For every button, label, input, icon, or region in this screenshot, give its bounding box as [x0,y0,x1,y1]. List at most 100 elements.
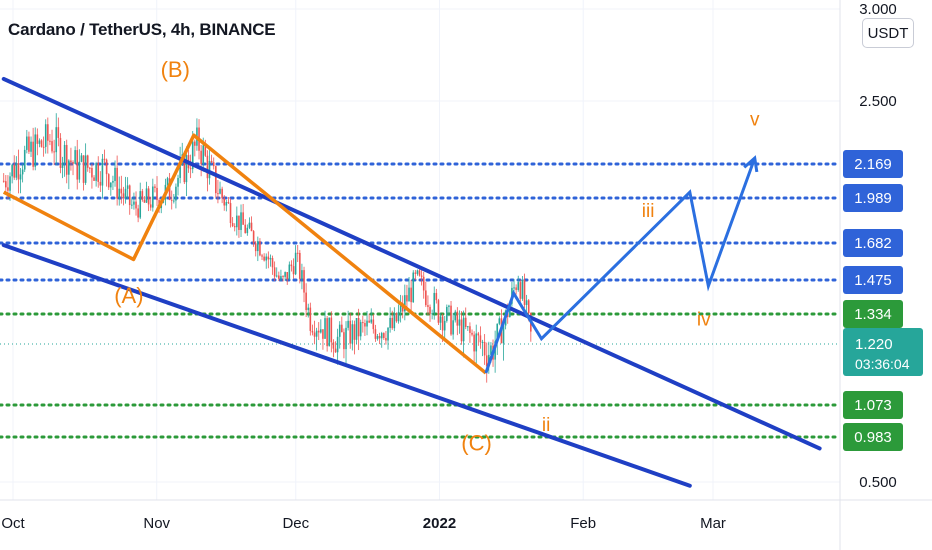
candle-body-118 [250,222,253,232]
candle-body-87 [185,155,188,183]
candle-body-204 [431,313,433,315]
grid [0,0,840,500]
candle-body-43 [93,177,95,181]
projection-label-iv: iv [697,310,711,331]
candle-body-83 [177,177,179,187]
candle-body-135 [286,272,289,280]
candle-body-173 [366,320,368,327]
candle-body-151 [320,329,322,333]
candle-body-4 [11,164,13,177]
candle-body-22 [49,140,51,142]
candle-body-96 [204,145,207,156]
price-tags: 2.169 1.989 1.682 1.475 1.334 1.073 0.983 1.220… [843,150,923,451]
candle-body-144 [305,292,307,311]
candle-body-90 [191,141,194,170]
candle-body-129 [273,267,276,277]
candle-body-13 [30,141,32,152]
wave-projection[interactable] [484,155,759,374]
candle-body-209 [441,316,444,331]
candle-body-112 [238,215,240,230]
candle-body-123 [261,255,263,257]
candle-body-80 [170,199,173,201]
candle-body-167 [353,324,356,340]
projection-label-iii: iii [642,201,655,222]
candle-body-73 [156,187,158,201]
candle-body-60 [128,185,131,206]
candle-body-45 [97,163,100,182]
x-tick-2022: 2022 [423,515,456,532]
candle-body-9 [21,169,24,175]
candle-body-171 [362,322,364,324]
candle-body-149 [315,330,318,337]
candle-body-36 [78,161,81,180]
candle-body-175 [370,319,373,323]
candle-body-128 [271,258,274,268]
candle-body-23 [51,141,53,152]
price-tag-text-1.989: 1.989 [854,190,892,207]
candle-body-215 [454,311,457,321]
candle-body-5 [13,164,16,178]
candle-body-189 [399,303,402,312]
candle-body-224 [473,334,475,352]
candle-body-212 [448,305,450,307]
wave-abc[interactable] [2,133,487,375]
last-price-value: 1.220 [855,336,893,353]
candle-body-102 [217,193,219,195]
candle-body-200 [422,276,425,291]
candle-body-110 [233,226,236,228]
price-tag-text-2.169: 2.169 [854,156,892,173]
candle-body-217 [458,319,461,326]
candle-body-136 [288,264,291,280]
candle-body-220 [464,317,467,327]
candle-body-8 [19,174,22,180]
candle-body-28 [61,162,64,168]
candle-body-94 [200,150,202,164]
candle-body-202 [427,305,429,307]
candle-body-227 [479,335,482,343]
candle-body-52 [112,181,114,183]
candle-body-139 [294,252,297,275]
candle-body-214 [452,320,454,335]
candle-body-184 [389,317,391,328]
candle-body-178 [376,336,379,339]
candle-body-250 [527,300,530,313]
candle-body-156 [330,317,333,343]
chart-title: Cardano / TetherUS, 4h, BINANCE [8,20,276,39]
candle-body-174 [368,320,370,323]
candle-body-157 [332,342,335,349]
candle-body-140 [296,252,299,254]
candle-body-119 [252,231,255,244]
candle-body-114 [242,212,244,225]
candle-body-55 [118,188,121,199]
candle-body-67 [143,199,146,203]
candle-body-37 [80,155,83,162]
candle-body-108 [229,203,232,224]
candle-body-134 [284,272,286,277]
candle-body-166 [351,324,354,344]
candle-body-34 [74,150,76,164]
candle-body-109 [231,223,234,227]
wave-label-C: (C) [461,430,492,455]
candle-body-99 [210,160,213,163]
y-tick-3.000: 3.000 [859,1,897,18]
descending-channel[interactable] [1,76,822,488]
projection-arrowhead [743,155,759,173]
candle-body-132 [280,276,282,279]
currency-unit-button[interactable]: USDT [862,18,914,48]
candle-body-168 [355,318,358,340]
candle-body-95 [202,145,205,164]
candle-body-97 [206,155,209,179]
candle-body-152 [322,329,324,339]
channel-line-upper [1,76,822,451]
candle-body-225 [475,333,478,352]
candle-body-195 [412,272,415,303]
candle-body-62 [133,201,135,205]
candle-body-70 [149,204,152,208]
candle-body-17 [38,140,41,144]
candle-body-193 [408,287,410,302]
candle-body-7 [17,163,20,180]
candle-body-148 [313,332,316,337]
price-tag-1.682 [843,229,903,257]
